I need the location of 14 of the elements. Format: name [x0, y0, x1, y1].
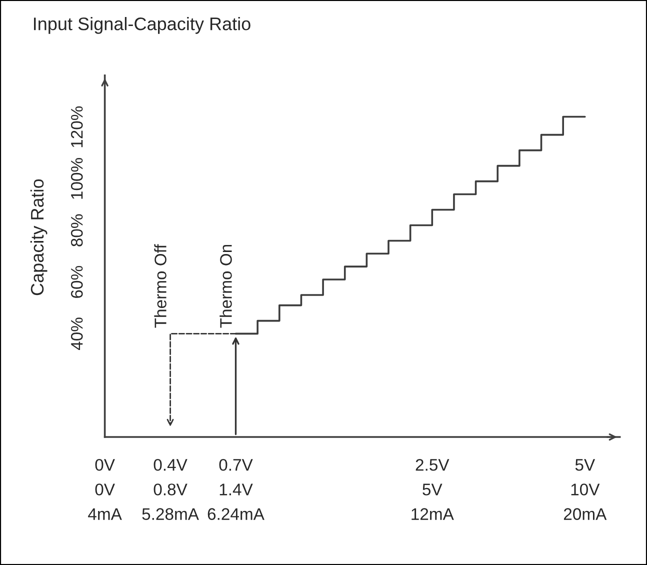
x-tick-label: 5V 10V 20mA: [564, 459, 607, 520]
y-tick-label: 60%: [70, 266, 83, 298]
x-tick-label: 2.5V 5V 12mA: [412, 458, 454, 520]
annotation: Thermo On: [220, 244, 232, 328]
y-tick-label: 100%: [70, 158, 83, 199]
annotation: Thermo Off: [154, 244, 166, 328]
y-tick-label: 40%: [70, 318, 83, 350]
x-tick-label: 0.4V 0.8V 5.28mA: [142, 458, 199, 520]
y-axis-title: Capacity Ratio: [30, 179, 48, 296]
x-tick-label: 0.7V 1.4V 6.24mA: [208, 458, 264, 520]
y-tick-label: 120%: [70, 106, 83, 148]
x-tick-label: 0V 0V 4mA: [88, 458, 122, 520]
chart-title: Input Signal-Capacity Ratio: [34, 17, 250, 34]
y-tick-label: 80%: [70, 214, 83, 246]
